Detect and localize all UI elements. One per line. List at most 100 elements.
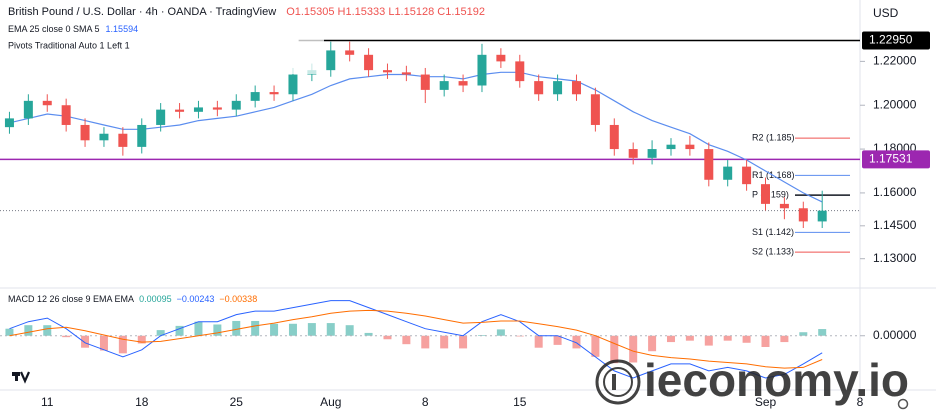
- x-tick-label: 15: [513, 395, 527, 409]
- macd-line: [9, 300, 823, 379]
- settings-icon[interactable]: [897, 398, 909, 410]
- candle-body: [364, 54, 374, 71]
- candle-body: [704, 149, 714, 180]
- ema-title: EMA 25 close 0 SMA 5: [8, 24, 100, 34]
- macd-histogram-bar: [232, 320, 241, 336]
- candle-body: [288, 74, 298, 95]
- candle-body: [760, 184, 770, 204]
- macd-histogram-bar: [175, 325, 184, 336]
- currency-label: USD: [873, 6, 899, 20]
- x-tick-label: 18: [135, 395, 149, 409]
- tv-logo: [12, 371, 31, 384]
- macd-histogram-bar: [383, 335, 392, 340]
- macd-histogram-bar: [629, 335, 638, 363]
- candle-body: [571, 81, 581, 95]
- y-tick-label: 1.14500: [873, 218, 917, 232]
- candle-body: [779, 203, 789, 209]
- candle-body: [269, 92, 279, 95]
- candle-body: [193, 107, 203, 112]
- macd-histogram-bar: [326, 323, 335, 336]
- candle-body: [496, 54, 506, 62]
- y-tick-label: 1.16000: [873, 185, 917, 199]
- macd-histogram-bar: [288, 323, 297, 336]
- candle-body: [439, 81, 449, 90]
- macd-readout: −0.00338: [219, 294, 257, 304]
- macd-histogram-bar: [43, 325, 52, 336]
- candle-body: [42, 100, 52, 106]
- macd-histogram-bar: [704, 335, 713, 346]
- candle-body: [628, 149, 638, 158]
- candle-body: [798, 208, 808, 222]
- pivot-label: R1 (1.168): [752, 170, 795, 180]
- macd-histogram-bar: [421, 335, 430, 349]
- macd-histogram-bar: [194, 321, 203, 336]
- pivot-label: S1 (1.142): [752, 227, 794, 237]
- macd-histogram-bar: [99, 335, 108, 351]
- macd-title: MACD 12 26 close 9 EMA EMA: [8, 294, 134, 304]
- macd-histogram-bar: [459, 335, 468, 349]
- signal-line: [9, 309, 823, 369]
- candle-body: [326, 50, 336, 71]
- pivot-label: P (1.159): [752, 189, 789, 199]
- price-label: 1.22950: [869, 33, 913, 47]
- macd-histogram-bar: [81, 335, 90, 348]
- candle-body: [534, 81, 544, 95]
- macd-histogram-bar: [213, 324, 222, 336]
- candle-body: [231, 100, 241, 110]
- macd-histogram-bar: [780, 335, 789, 343]
- x-tick-label: 11: [41, 395, 54, 409]
- candle-body: [515, 61, 525, 82]
- x-tick-label: 8: [857, 395, 864, 409]
- header: British Pound / U.S. Dollar · 4h · OANDA…: [8, 6, 485, 18]
- macd-histogram-bar: [118, 335, 127, 354]
- price-label-box: [862, 150, 930, 169]
- macd-histogram-bar: [62, 335, 71, 338]
- macd-histogram-bar: [534, 335, 543, 348]
- macd-histogram-bar: [685, 335, 694, 341]
- macd-y-tick-label: 0.00000: [873, 328, 917, 342]
- macd-histogram-bar: [648, 335, 657, 352]
- macd-readout: −0.00243: [177, 294, 215, 304]
- candle-body: [61, 105, 71, 125]
- candle-body: [590, 94, 600, 125]
- candle-body: [23, 100, 33, 119]
- candle-body: [477, 54, 487, 86]
- macd-readout: 0.00095: [139, 294, 172, 304]
- price-label-box: [862, 31, 930, 50]
- candle-body: [345, 50, 355, 55]
- macd-histogram-bar: [345, 325, 354, 336]
- watermark-logo: [595, 359, 641, 405]
- pivots-title: Pivots Traditional Auto 1 Left 1: [8, 40, 130, 50]
- ohlc-readout: O1.15305 H1.15333 L1.15128 C1.15192: [286, 6, 485, 18]
- chart-title: British Pound / U.S. Dollar · 4h · OANDA…: [8, 6, 276, 18]
- macd-histogram-bar: [440, 335, 449, 349]
- candle-body: [212, 107, 222, 110]
- candle-body: [609, 124, 619, 150]
- candle-body: [80, 124, 90, 141]
- macd-histogram-bar: [591, 335, 600, 357]
- x-tick-label: 8: [422, 395, 429, 409]
- macd-histogram-bar: [251, 320, 260, 336]
- y-tick-label: 1.13000: [873, 251, 917, 265]
- candle-body: [118, 133, 128, 147]
- macd-histogram-bar: [270, 323, 279, 336]
- x-tick-label: Sep: [755, 395, 777, 409]
- macd-histogram-bar: [723, 335, 732, 341]
- candle-body: [647, 149, 657, 158]
- macd-histogram-bar: [307, 323, 316, 336]
- candle-body: [175, 109, 185, 112]
- macd-histogram-bar: [761, 335, 770, 347]
- candle-body: [156, 109, 166, 125]
- macd-histogram-bar: [666, 335, 675, 343]
- plot-area: R2 (1.185) R1 (1.168) P (1.159) S1 (1.142) S…: [0, 39, 860, 379]
- candle-body: [4, 118, 14, 128]
- macd-histogram-bar: [364, 332, 373, 336]
- candle-body: [99, 133, 109, 141]
- candle-body: [553, 81, 563, 95]
- candle-body: [817, 210, 827, 222]
- candle-body: [685, 144, 695, 150]
- macd-histogram-bar: [496, 329, 505, 336]
- macd-histogram-bar: [402, 335, 411, 345]
- macd-histogram-bar: [572, 335, 581, 349]
- macd-histogram-bar: [818, 329, 827, 336]
